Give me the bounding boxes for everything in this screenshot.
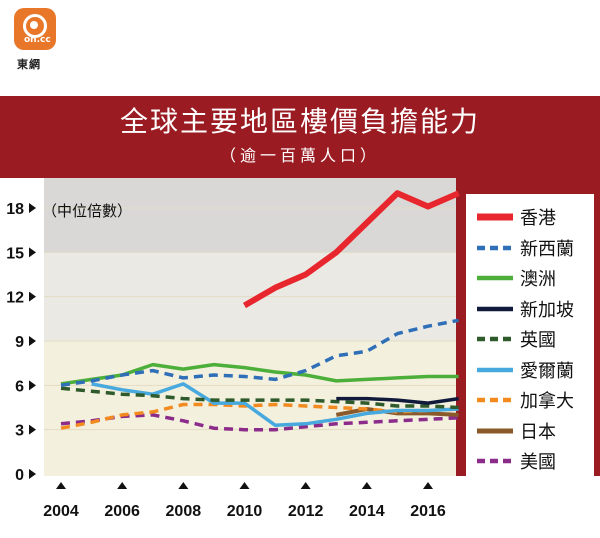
legend-label: 澳洲 <box>520 269 556 291</box>
legend-label: 新加坡 <box>520 299 574 321</box>
y-tick-label: 12 <box>6 290 24 307</box>
y-tick-arrow-icon <box>29 203 36 213</box>
x-tick-arrow-icon <box>117 482 128 489</box>
legend-swatch <box>477 337 513 342</box>
logo-brand: 東網 <box>17 58 41 71</box>
plot-band-top <box>44 178 456 253</box>
legend-swatch <box>477 367 513 372</box>
series-line-英國 <box>60 386 459 410</box>
oncc-logo: on.cc 東網 <box>8 8 66 80</box>
x-tick-arrow-icon <box>300 482 311 489</box>
legend-swatch <box>477 276 513 281</box>
x-tick-label: 2010 <box>227 503 263 520</box>
legend-item: 加拿大 <box>476 385 594 416</box>
y-tick-label: 15 <box>6 245 24 262</box>
legend-swatch <box>477 428 513 434</box>
legend-item: 香港 <box>476 202 594 233</box>
x-tick-arrow-icon <box>423 482 433 489</box>
y-tick-label: 0 <box>15 467 24 484</box>
legend-swatch <box>477 398 513 403</box>
legend-item: 美國 <box>476 446 594 477</box>
y-tick-label: 9 <box>15 334 24 351</box>
y-axis-area <box>0 178 44 476</box>
chart-title: 全球主要地區樓價負擔能力 <box>119 105 480 138</box>
x-tick-label: 2008 <box>166 503 202 520</box>
y-tick-arrow-icon <box>29 247 36 258</box>
legend-swatch <box>477 306 513 311</box>
oncc-logo-icon: on.cc <box>14 8 56 50</box>
x-tick-label: 2016 <box>410 503 446 520</box>
y-tick-arrow-icon <box>29 469 36 479</box>
series-line-新西蘭 <box>60 318 459 388</box>
y-tick-label: 3 <box>15 423 24 440</box>
x-tick-label: 2012 <box>288 503 324 520</box>
logo-text: on.cc <box>24 35 51 45</box>
chart-legend: 香港新西蘭澳洲新加坡英國愛爾蘭加拿大日本美國 <box>466 194 594 476</box>
x-tick-arrow-icon <box>178 482 189 489</box>
x-tick-arrow-icon <box>361 482 372 489</box>
x-tick-arrow-icon <box>239 482 250 489</box>
legend-item: 新西蘭 <box>476 233 594 264</box>
legend-label: 加拿大 <box>520 391 574 413</box>
legend-label: 新西蘭 <box>520 238 574 260</box>
legend-swatch <box>477 213 513 221</box>
legend-item: 愛爾蘭 <box>476 355 594 386</box>
legend-swatch <box>477 459 513 464</box>
legend-item: 英國 <box>476 324 594 355</box>
chart-subtitle: （逾一百萬人口） <box>219 146 380 165</box>
legend-label: 日本 <box>520 421 556 443</box>
y-tick-arrow-icon <box>29 336 36 346</box>
y-tick-arrow-icon <box>29 291 36 302</box>
series-line-香港 <box>242 190 460 309</box>
x-axis-area <box>0 476 600 538</box>
legend-label: 愛爾蘭 <box>520 360 574 382</box>
legend-label: 香港 <box>520 208 556 230</box>
x-tick-label: 2004 <box>43 503 79 520</box>
legend-label: 英國 <box>520 330 556 352</box>
x-tick-label: 2006 <box>104 503 140 520</box>
y-tick-label: 6 <box>15 378 24 395</box>
y-tick-arrow-icon <box>29 424 36 435</box>
legend-swatch <box>477 245 513 250</box>
x-tick-label: 2014 <box>349 503 385 520</box>
x-tick-arrow-icon <box>56 482 66 489</box>
y-tick-label: 18 <box>6 201 24 218</box>
y-axis-label: （中位倍數） <box>42 202 132 220</box>
legend-label: 美國 <box>520 452 556 474</box>
y-tick-arrow-icon <box>29 380 36 391</box>
legend-item: 日本 <box>476 416 594 447</box>
legend-item: 新加坡 <box>476 294 594 325</box>
legend-item: 澳洲 <box>476 263 594 294</box>
